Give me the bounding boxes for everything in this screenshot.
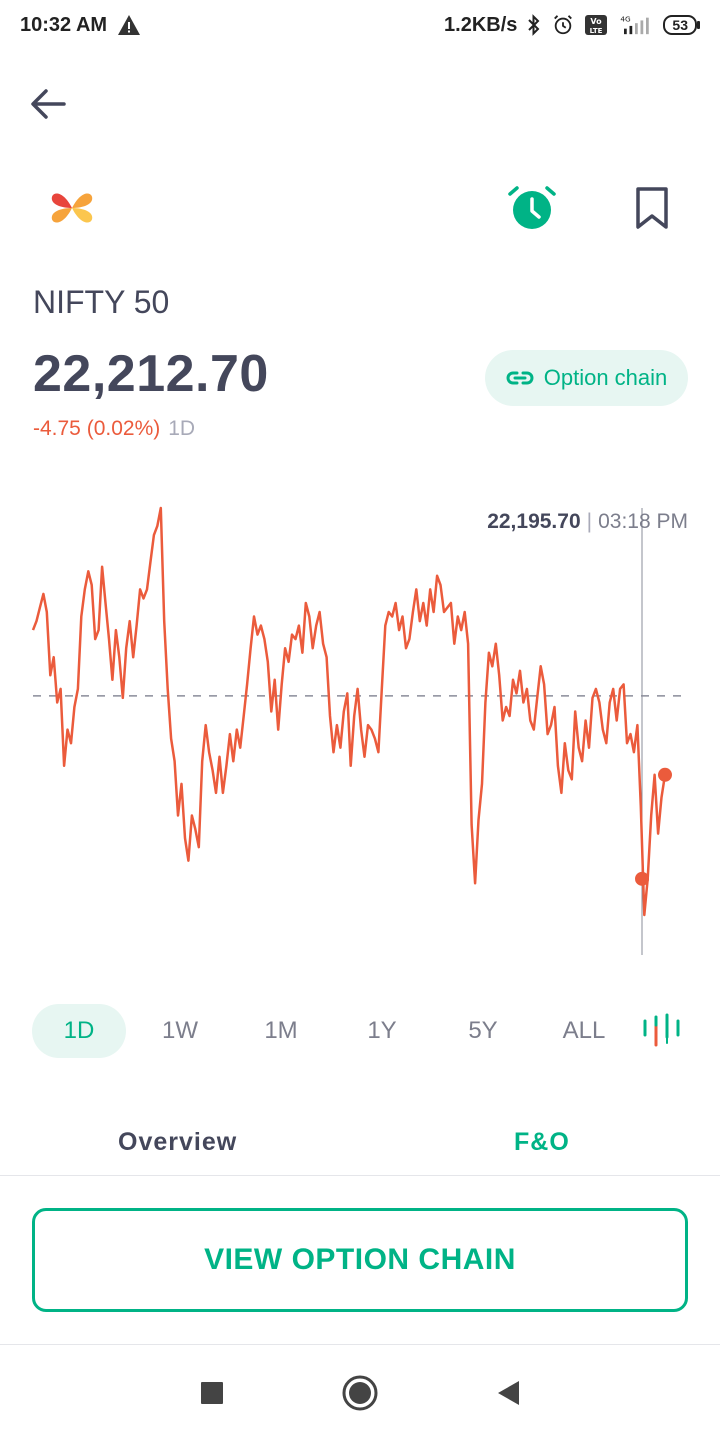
home-circle-icon[interactable]	[336, 1369, 384, 1417]
svg-text:LTE: LTE	[590, 27, 603, 35]
price-change: -4.75 (0.02%)	[33, 417, 161, 440]
tooltip-price: 22,195.70	[487, 510, 581, 533]
range-tab-1m[interactable]: 1M	[264, 1017, 298, 1044]
svg-text:Vo: Vo	[591, 17, 603, 26]
alarm-icon	[554, 15, 573, 35]
back-triangle-icon[interactable]	[484, 1369, 532, 1417]
bluetooth-icon	[528, 14, 540, 36]
bookmark-icon[interactable]	[634, 186, 670, 230]
warning-icon	[118, 15, 141, 35]
network-speed: 1.2KB/s	[444, 13, 518, 36]
signal-icon: 4G	[621, 14, 650, 35]
battery-icon: 53	[663, 15, 700, 35]
app-logo	[51, 193, 93, 223]
range-tab-5y[interactable]: 5Y	[468, 1017, 498, 1044]
index-name: NIFTY 50	[33, 284, 170, 320]
link-icon	[506, 371, 534, 385]
candlestick-icon[interactable]	[638, 1004, 688, 1058]
price-chart[interactable]	[0, 490, 720, 970]
range-tab-1w[interactable]: 1W	[162, 1017, 198, 1044]
status-bar: 10:32 AM 1.2KB/s Vo LTE 4G 53	[0, 0, 720, 50]
option-chain-label: Option chain	[543, 365, 668, 390]
option-chain-button[interactable]: Option chain	[485, 350, 688, 406]
status-left: 10:32 AM	[20, 14, 141, 37]
range-tab-1d[interactable]: 1D	[32, 1004, 126, 1058]
range-tab-all[interactable]: ALL	[562, 1017, 606, 1044]
tooltip-time: 03:18 PM	[598, 510, 688, 533]
network-type-label: 4G	[621, 14, 632, 23]
price-line	[31, 506, 667, 917]
system-nav-bar	[0, 1345, 720, 1440]
nav-divider	[0, 1344, 720, 1345]
status-time: 10:32 AM	[20, 13, 108, 36]
range-tab-1y[interactable]: 1Y	[367, 1017, 397, 1044]
last-price-marker	[658, 767, 672, 782]
time-range-tabs: 1D 1W 1M 1Y 5Y ALL	[32, 1004, 688, 1058]
section-tabs: Overview F&O	[0, 1118, 720, 1176]
change-period: 1D	[168, 417, 196, 440]
chart-tooltip: 22,195.70 | 03:18 PM	[487, 510, 688, 533]
tab-overview[interactable]: Overview	[118, 1128, 238, 1156]
back-arrow-icon[interactable]	[28, 86, 68, 122]
price-alert-icon[interactable]	[506, 184, 558, 232]
recents-square-icon[interactable]	[188, 1369, 236, 1417]
current-price: 22,212.70	[33, 345, 269, 403]
battery-level: 53	[663, 15, 697, 35]
status-right: 1.2KB/s Vo LTE 4G 53	[444, 14, 700, 37]
view-option-chain-button[interactable]: VIEW OPTION CHAIN	[32, 1208, 688, 1312]
selected-point-marker	[635, 871, 649, 886]
tab-fo[interactable]: F&O	[514, 1128, 570, 1156]
price-change-row: -4.75 (0.02%) 1D	[33, 417, 195, 441]
